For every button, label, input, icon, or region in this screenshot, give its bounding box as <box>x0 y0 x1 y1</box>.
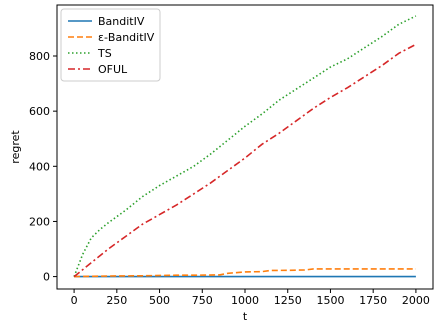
x-tick-label-8: 2000 <box>402 294 430 307</box>
legend-label-2: TS <box>97 47 112 60</box>
y-tick-label-2: 400 <box>29 160 50 173</box>
legend-label-3: OFUL <box>98 63 128 76</box>
x-tick-label-1: 250 <box>106 294 127 307</box>
x-axis-label: t <box>243 310 248 322</box>
x-tick-label-4: 1000 <box>231 294 259 307</box>
x-tick-label-0: 0 <box>71 294 78 307</box>
x-tick-label-5: 1250 <box>274 294 302 307</box>
x-tick-label-6: 1500 <box>316 294 344 307</box>
y-axis-label: regret <box>9 130 22 164</box>
legend-label-0: BanditIV <box>98 15 145 28</box>
legend-label-1: ε-BanditIV <box>98 31 155 44</box>
series-line-3 <box>73 43 417 278</box>
series-line-1 <box>74 268 416 278</box>
x-tick-label-2: 500 <box>149 294 170 307</box>
legend-box <box>60 8 161 82</box>
y-tick-label-1: 200 <box>29 215 50 228</box>
x-tick-label-7: 1750 <box>359 294 387 307</box>
y-tick-label-4: 800 <box>29 50 50 63</box>
x-tick-label-3: 750 <box>192 294 213 307</box>
y-tick-label-3: 600 <box>29 105 50 118</box>
y-tick-label-0: 0 <box>43 271 50 284</box>
